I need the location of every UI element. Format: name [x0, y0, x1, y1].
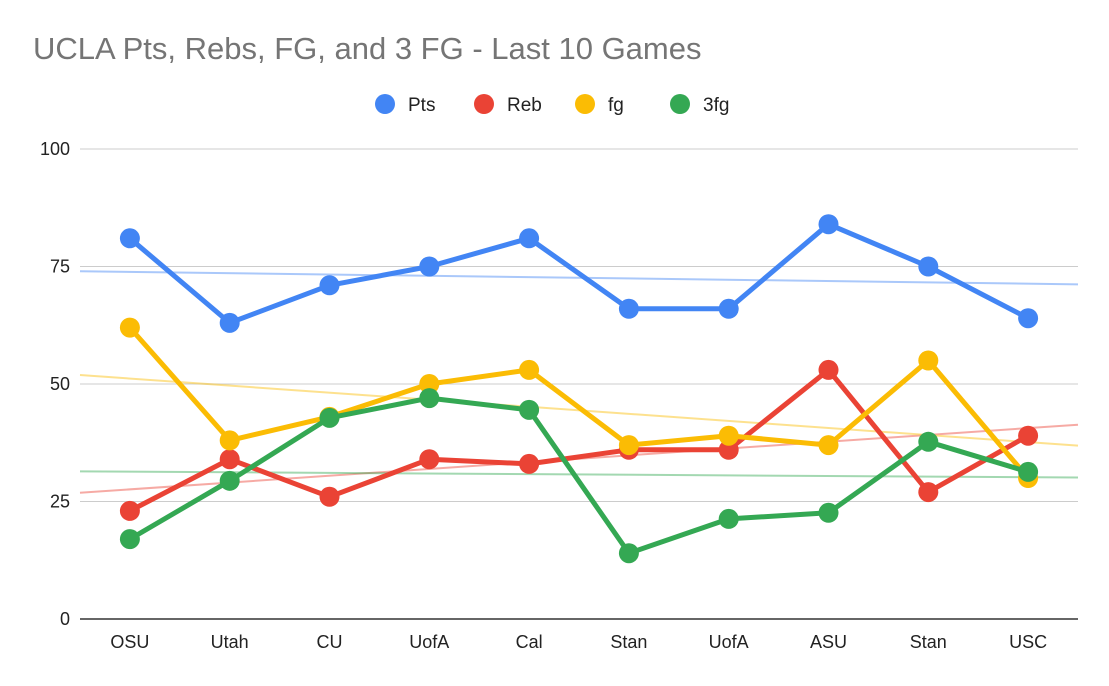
- data-point[interactable]: [918, 256, 939, 277]
- trendline-pts: [79, 270, 1079, 286]
- data-point[interactable]: [918, 350, 939, 371]
- data-point[interactable]: [519, 359, 540, 380]
- series-pts: [119, 214, 1039, 333]
- legend-label: Reb: [507, 95, 542, 116]
- data-point[interactable]: [119, 529, 140, 550]
- legend-swatch: [375, 94, 395, 114]
- data-point[interactable]: [1018, 425, 1039, 446]
- data-point[interactable]: [818, 214, 839, 235]
- data-point[interactable]: [419, 256, 440, 277]
- chart-title: UCLA Pts, Rebs, FG, and 3 FG - Last 10 G…: [33, 31, 701, 66]
- data-point[interactable]: [319, 486, 340, 507]
- data-point[interactable]: [219, 312, 240, 333]
- series-group: [119, 214, 1039, 564]
- legend-item-pts[interactable]: Pts: [375, 94, 435, 116]
- data-point[interactable]: [519, 453, 540, 474]
- x-tick-label: OSU: [110, 632, 149, 652]
- data-point[interactable]: [618, 298, 639, 319]
- x-tick-label: USC: [1009, 632, 1047, 652]
- legend-label: Pts: [408, 95, 435, 116]
- data-point[interactable]: [119, 500, 140, 521]
- data-point[interactable]: [419, 374, 440, 394]
- legend-swatch: [575, 94, 595, 114]
- x-tick-label: UofA: [409, 632, 449, 652]
- data-point[interactable]: [319, 275, 340, 296]
- y-tick-label: 50: [50, 374, 70, 394]
- data-point[interactable]: [718, 508, 739, 529]
- data-point[interactable]: [718, 425, 739, 446]
- series-line: [128, 367, 1030, 514]
- x-tick-label: UofA: [709, 632, 749, 652]
- data-point[interactable]: [618, 543, 639, 564]
- y-tick-label: 25: [50, 492, 70, 512]
- data-point[interactable]: [519, 228, 540, 249]
- data-point[interactable]: [119, 317, 140, 338]
- x-tick-label: Cal: [516, 632, 543, 652]
- data-point[interactable]: [219, 470, 240, 491]
- series-reb: [119, 359, 1039, 521]
- legend-label: 3fg: [703, 95, 729, 116]
- series-line: [128, 221, 1030, 326]
- gridlines: 0 25 50 75 100: [40, 139, 1078, 629]
- series-3fg: [119, 388, 1039, 564]
- data-point[interactable]: [618, 435, 639, 456]
- data-point[interactable]: [219, 449, 240, 470]
- x-axis-ticks: OSU Utah CU UofA Cal Stan UofA ASU Stan USC: [110, 632, 1047, 652]
- data-point[interactable]: [918, 431, 939, 452]
- x-tick-label: CU: [317, 632, 343, 652]
- y-tick-label: 75: [50, 257, 70, 277]
- y-tick-label: 100: [40, 139, 70, 159]
- data-point[interactable]: [119, 228, 140, 249]
- data-point[interactable]: [818, 502, 839, 523]
- data-point[interactable]: [1018, 308, 1039, 329]
- data-point[interactable]: [918, 482, 939, 503]
- legend: Pts Reb fg 3fg: [375, 94, 729, 116]
- x-tick-label: ASU: [810, 632, 847, 652]
- legend-swatch: [474, 94, 494, 114]
- x-tick-label: Stan: [610, 632, 647, 652]
- data-point[interactable]: [319, 407, 340, 428]
- x-tick-label: Stan: [910, 632, 947, 652]
- y-tick-label: 0: [60, 609, 70, 629]
- legend-item-fg[interactable]: fg: [575, 94, 624, 116]
- data-point[interactable]: [718, 298, 739, 319]
- legend-item-reb[interactable]: Reb: [474, 94, 542, 116]
- x-tick-label: Utah: [211, 632, 249, 652]
- data-point[interactable]: [419, 449, 440, 470]
- legend-label: fg: [608, 95, 624, 116]
- legend-item-3fg[interactable]: 3fg: [670, 94, 729, 116]
- series-line: [128, 325, 1031, 480]
- data-point[interactable]: [818, 359, 839, 380]
- data-point[interactable]: [519, 399, 540, 420]
- data-point[interactable]: [718, 439, 739, 460]
- data-point[interactable]: [419, 388, 440, 409]
- series-line: [128, 395, 1029, 556]
- data-point[interactable]: [1018, 461, 1039, 482]
- data-point[interactable]: [818, 435, 839, 456]
- data-point[interactable]: [219, 430, 240, 451]
- legend-swatch: [670, 94, 690, 114]
